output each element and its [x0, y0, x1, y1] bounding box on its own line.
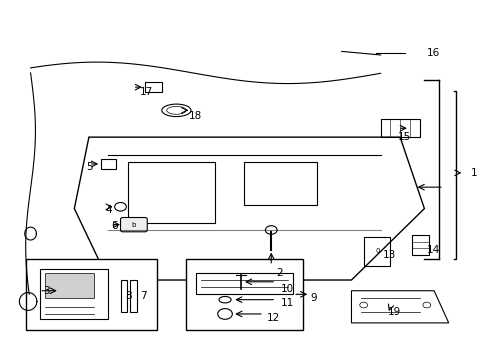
Text: 9: 9 [309, 293, 316, 303]
Text: 17: 17 [140, 87, 153, 98]
Text: b: b [131, 222, 136, 228]
Text: 8: 8 [125, 291, 132, 301]
Text: 13: 13 [382, 250, 395, 260]
Bar [120, 280, 126, 312]
Text: 5: 5 [86, 162, 93, 172]
Text: 3: 3 [42, 286, 49, 296]
Text: 14: 14 [426, 245, 439, 255]
FancyBboxPatch shape [120, 217, 147, 232]
Text: 1: 1 [469, 168, 476, 178]
Bar [130, 280, 136, 312]
Polygon shape [45, 273, 94, 298]
Text: 10: 10 [281, 284, 293, 294]
Text: 7: 7 [140, 291, 146, 301]
Bar [26, 258, 157, 330]
Text: 4: 4 [106, 205, 112, 215]
Text: 6: 6 [111, 221, 117, 231]
Text: 2: 2 [276, 268, 282, 278]
Text: 19: 19 [387, 307, 400, 317]
Text: 12: 12 [266, 312, 279, 323]
Text: 18: 18 [188, 111, 202, 121]
Text: 15: 15 [397, 132, 410, 142]
Text: 16: 16 [426, 48, 439, 58]
Bar [186, 258, 302, 330]
Text: 11: 11 [281, 298, 294, 308]
Text: 0: 0 [375, 248, 380, 255]
